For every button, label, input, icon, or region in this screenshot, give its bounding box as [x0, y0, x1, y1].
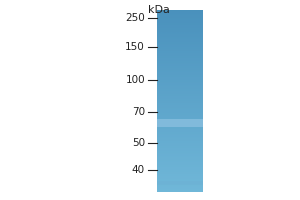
Text: kDa: kDa — [148, 5, 170, 15]
Text: 40: 40 — [132, 165, 145, 175]
Text: 150: 150 — [125, 42, 145, 52]
Text: 50: 50 — [132, 138, 145, 148]
Text: 100: 100 — [125, 75, 145, 85]
Text: 250: 250 — [125, 13, 145, 23]
Text: 70: 70 — [132, 107, 145, 117]
